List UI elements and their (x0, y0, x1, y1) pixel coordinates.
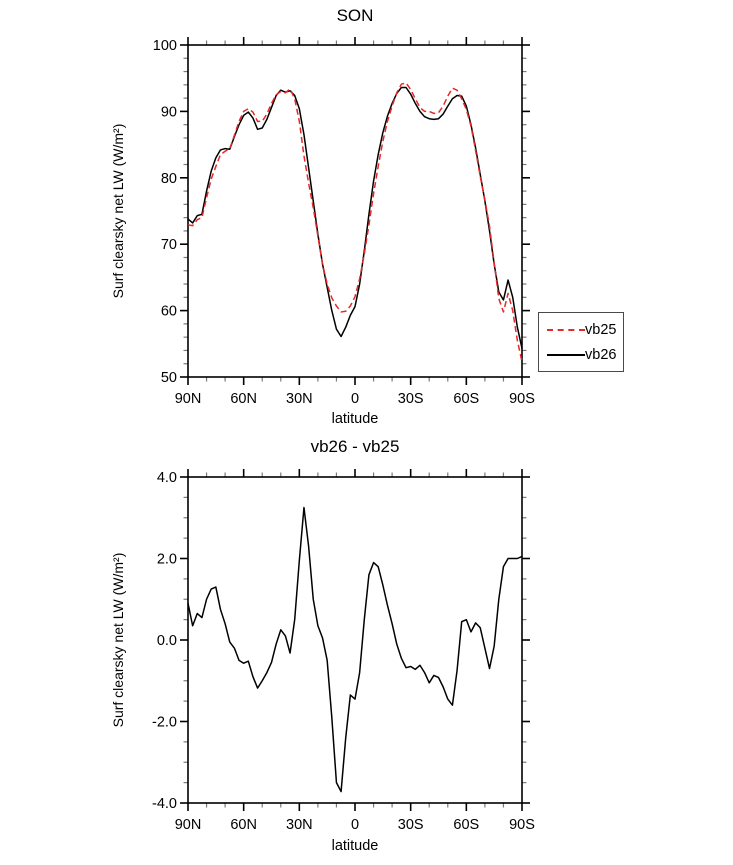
x-tick-label: 30S (398, 391, 424, 407)
x-tick-label: 90S (509, 817, 535, 833)
legend: vb25 vb26 (538, 312, 625, 372)
top-chart-ylabel: Surf clearsky net LW (W/m²) (110, 123, 126, 299)
x-tick-label: 0 (351, 391, 359, 407)
bottom-chart-ylabel: Surf clearsky net LW (W/m²) (110, 552, 126, 728)
legend-line-dashed-red (547, 328, 585, 331)
legend-entry-vb26: vb26 (547, 342, 616, 367)
series-line-vb25 (187, 82, 523, 362)
y-tick-label: 50 (161, 370, 177, 386)
chart-1: 90N 60N 30N 0 30S 60S 90S -4.0 -2.0 0.0 2.0 4.0 (152, 469, 535, 833)
legend-entry-vb25: vb25 (547, 317, 616, 342)
minor-ticks (183, 472, 527, 808)
plot-frame (187, 476, 523, 804)
x-tick-label: 90S (509, 391, 535, 407)
y-tick-label: 0.0 (157, 633, 177, 649)
y-tick-label: 80 (161, 171, 177, 187)
y-tick-label: 70 (161, 237, 177, 253)
bottom-chart-title: vb26 - vb25 (310, 437, 400, 456)
chart-0: 90N 60N 30N 0 30S 60S 90S 50 60 70 80 90 100 (153, 37, 535, 407)
x-tick-label: 30S (398, 817, 424, 833)
x-tick-label: 60S (453, 817, 479, 833)
y-tick-label: 100 (153, 38, 177, 54)
y-tick-label: 90 (161, 104, 177, 120)
series-line-vb26-vb25 (187, 506, 523, 793)
legend-label-vb26: vb26 (585, 346, 617, 363)
major-ticks (180, 37, 530, 385)
tick-labels: 90N 60N 30N 0 30S 60S 90S -4.0 -2.0 0.0 2.0 4.0 (152, 470, 535, 833)
top-chart-title: SON (336, 6, 374, 25)
x-tick-label: 90N (175, 391, 202, 407)
x-tick-label: 60N (230, 391, 257, 407)
y-tick-label: 2.0 (157, 552, 177, 568)
x-tick-label: 90N (175, 817, 202, 833)
legend-label-vb25: vb25 (585, 321, 617, 338)
major-ticks (180, 469, 530, 811)
x-tick-label: 0 (351, 817, 359, 833)
legend-line-solid-black (547, 353, 585, 356)
x-tick-label: 60S (453, 391, 479, 407)
tick-labels: 90N 60N 30N 0 30S 60S 90S 50 60 70 80 90 100 (153, 38, 535, 407)
y-tick-label: 60 (161, 304, 177, 320)
y-tick-label: -4.0 (152, 796, 177, 812)
x-tick-label: 30N (286, 817, 313, 833)
bottom-chart-xlabel: latitude (331, 838, 379, 854)
x-tick-label: 30N (286, 391, 313, 407)
y-tick-label: 4.0 (157, 470, 177, 486)
x-tick-label: 60N (230, 817, 257, 833)
series-line-vb26 (187, 86, 523, 349)
y-tick-label: -2.0 (152, 715, 177, 731)
top-chart-xlabel: latitude (331, 411, 379, 427)
minor-ticks (183, 40, 527, 382)
plot-frame (187, 44, 523, 378)
